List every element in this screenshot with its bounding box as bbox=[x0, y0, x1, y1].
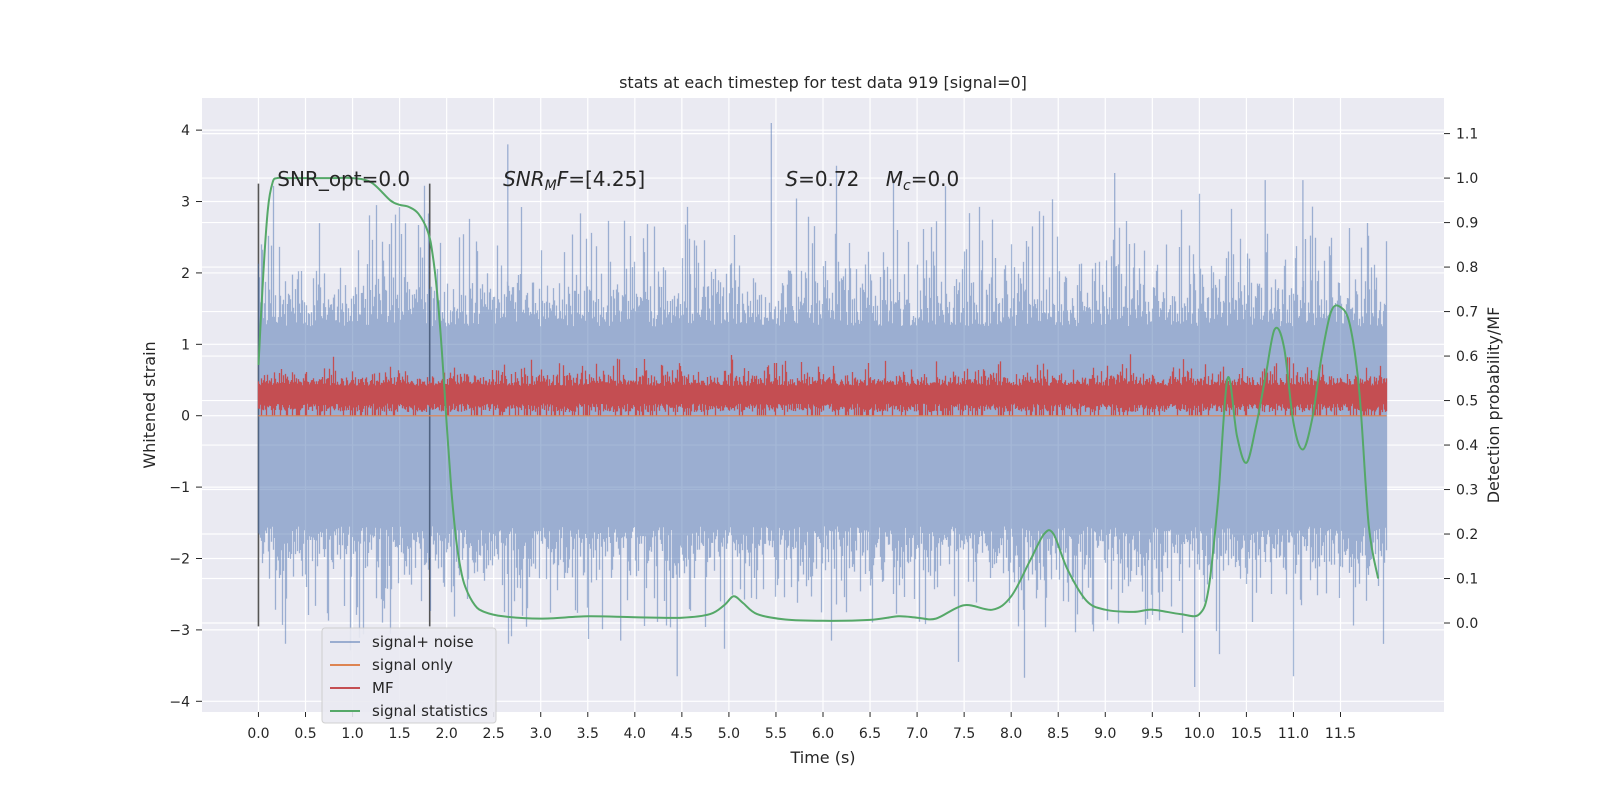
y-right-tick-label: 0.1 bbox=[1456, 572, 1478, 588]
x-tick-label: 1.5 bbox=[388, 726, 410, 742]
y-tick-label: −3 bbox=[169, 623, 190, 639]
series-signal-statistics bbox=[257, 176, 1380, 622]
y-right-tick-label: 0.4 bbox=[1456, 438, 1478, 454]
x-tick-label: 10.0 bbox=[1184, 726, 1215, 742]
annotation-snr-mf: SNRMF=[4.25] bbox=[503, 167, 645, 194]
x-tick-label: 10.5 bbox=[1231, 726, 1262, 742]
y-axis-label-right: Detection probability/MF bbox=[1484, 307, 1503, 504]
legend-box bbox=[321, 627, 497, 724]
x-tick-label: 8.5 bbox=[1047, 726, 1069, 742]
y-right-tick-label: 1.0 bbox=[1456, 171, 1478, 187]
x-tick-label: 7.0 bbox=[906, 726, 928, 742]
legend-label: signal statistics bbox=[372, 702, 488, 720]
y-tick-label: 0 bbox=[181, 409, 190, 425]
x-tick-label: 6.0 bbox=[812, 726, 834, 742]
y-tick-label: −4 bbox=[169, 694, 190, 710]
y-axis-label-left: Whitened strain bbox=[140, 341, 159, 468]
x-tick-label: 2.5 bbox=[483, 726, 505, 742]
x-tick-label: 5.5 bbox=[765, 726, 787, 742]
y-tick-label: −2 bbox=[169, 552, 190, 568]
x-tick-label: 7.5 bbox=[953, 726, 975, 742]
y-right-tick-label: 0.8 bbox=[1456, 260, 1478, 276]
x-tick-label: 2.0 bbox=[436, 726, 458, 742]
y-right-tick-label: 0.0 bbox=[1456, 616, 1478, 632]
y-right-tick-label: 0.2 bbox=[1456, 527, 1478, 543]
x-tick-label: 9.5 bbox=[1141, 726, 1163, 742]
y-right-tick-label: 0.9 bbox=[1456, 216, 1478, 232]
y-tick-label: 2 bbox=[181, 266, 190, 282]
y-tick-label: −1 bbox=[169, 480, 190, 496]
x-tick-label: 3.5 bbox=[577, 726, 599, 742]
x-tick-label: 3.0 bbox=[530, 726, 552, 742]
y-right-tick-label: 0.3 bbox=[1456, 483, 1478, 499]
y-tick-label: 4 bbox=[181, 123, 190, 139]
annotations: SNR_opt=0.0 SNRMF=[4.25] S=0.72 Mc=0.0 bbox=[277, 167, 959, 194]
x-tick-label: 5.0 bbox=[718, 726, 740, 742]
x-tick-label: 11.0 bbox=[1278, 726, 1309, 742]
x-tick-label: 9.0 bbox=[1094, 726, 1116, 742]
x-tick-label: 6.5 bbox=[859, 726, 881, 742]
y-ticks-right: 0.0 0.1 0.2 0.3 0.4 0.5 0.6 0.7 0.8 0.9 1.0 1.1 bbox=[1444, 127, 1478, 632]
legend-label: signal only bbox=[372, 656, 453, 674]
legend: signal+ noise signal only MF signal statist… bbox=[321, 627, 497, 724]
y-tick-label: 1 bbox=[181, 337, 190, 353]
chart-title: stats at each timestep for test data 919… bbox=[619, 73, 1027, 92]
legend-label: signal+ noise bbox=[372, 633, 474, 651]
x-tick-label: 4.0 bbox=[624, 726, 646, 742]
x-tick-label: 11.5 bbox=[1325, 726, 1356, 742]
annotation-snr-opt: SNR_opt=0.0 bbox=[277, 167, 410, 191]
y-right-tick-label: 0.5 bbox=[1456, 394, 1478, 410]
x-axis-label: Time (s) bbox=[789, 748, 855, 767]
x-tick-label: 4.5 bbox=[671, 726, 693, 742]
x-tick-label: 0.0 bbox=[247, 726, 269, 742]
y-ticks-left: −4 −3 −2 −1 0 1 2 3 4 bbox=[169, 123, 202, 710]
x-ticks: 0.0 0.5 1.0 1.5 2.0 2.5 3.0 3.5 4.0 4.5 5.0 5.5 6.0 6… bbox=[247, 712, 1356, 742]
x-tick-label: 1.0 bbox=[341, 726, 363, 742]
x-tick-label: 8.0 bbox=[1000, 726, 1022, 742]
y-right-tick-label: 1.1 bbox=[1456, 127, 1478, 143]
y-right-tick-label: 0.6 bbox=[1456, 349, 1478, 365]
y-tick-label: 3 bbox=[181, 195, 190, 211]
x-tick-label: 0.5 bbox=[294, 726, 316, 742]
y-right-tick-label: 0.7 bbox=[1456, 305, 1478, 321]
annotation-s-mc: S=0.72 Mc=0.0 bbox=[785, 167, 959, 194]
legend-label: MF bbox=[372, 679, 394, 697]
